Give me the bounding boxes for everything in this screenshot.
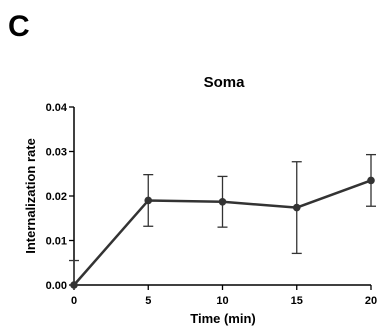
- y-tick-label: 0.00: [46, 280, 67, 292]
- error-bars: [69, 153, 376, 285]
- x-tick-label: 15: [291, 295, 303, 307]
- x-tick-label: 5: [145, 295, 151, 307]
- data-point: [367, 176, 375, 185]
- data-point: [144, 196, 153, 205]
- x-axis-label: Time (min): [190, 311, 256, 326]
- y-tick-label: 0.04: [46, 102, 68, 114]
- x-tick-label: 10: [216, 295, 228, 307]
- chart-title: Soma: [204, 74, 246, 91]
- data-point: [70, 281, 78, 289]
- y-tick-label: 0.02: [46, 191, 67, 203]
- data-points: [70, 176, 375, 289]
- x-tick-label: 0: [71, 295, 77, 307]
- y-axis-label: Internalization rate: [23, 138, 38, 254]
- axes: 0.00 0.01 0.02 0.03 0.04 0 5 10 15 20: [46, 102, 378, 307]
- data-point: [292, 203, 301, 212]
- x-tick-label: 20: [365, 295, 377, 307]
- data-point: [218, 197, 227, 206]
- panel-label: C: [8, 10, 30, 43]
- y-tick-label: 0.03: [46, 147, 67, 159]
- y-tick-label: 0.01: [46, 236, 67, 248]
